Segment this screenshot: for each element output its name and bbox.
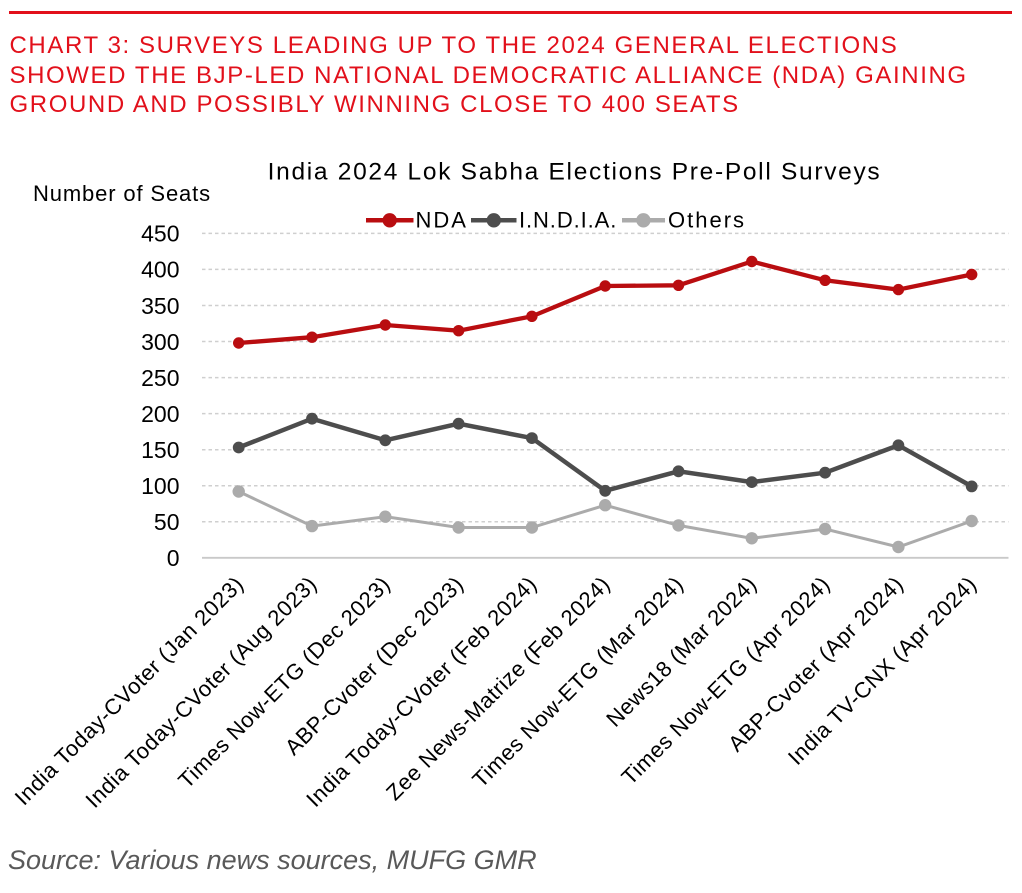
svg-text:250: 250 <box>141 365 179 391</box>
svg-text:350: 350 <box>141 293 179 319</box>
svg-text:100: 100 <box>141 473 179 499</box>
svg-text:150: 150 <box>141 437 179 463</box>
svg-text:300: 300 <box>141 329 179 355</box>
svg-text:India 2024 Lok Sabha Elections: India 2024 Lok Sabha Elections Pre-Poll … <box>268 158 882 185</box>
svg-text:I.N.D.I.A.: I.N.D.I.A. <box>519 208 617 233</box>
svg-text:400: 400 <box>141 257 179 283</box>
svg-text:Number of Seats: Number of Seats <box>33 181 211 206</box>
svg-text:0: 0 <box>167 545 180 571</box>
svg-text:Others: Others <box>668 208 746 233</box>
svg-text:450: 450 <box>141 221 179 247</box>
svg-text:200: 200 <box>141 401 179 427</box>
svg-text:NDA: NDA <box>416 208 468 233</box>
svg-text:50: 50 <box>154 509 180 535</box>
